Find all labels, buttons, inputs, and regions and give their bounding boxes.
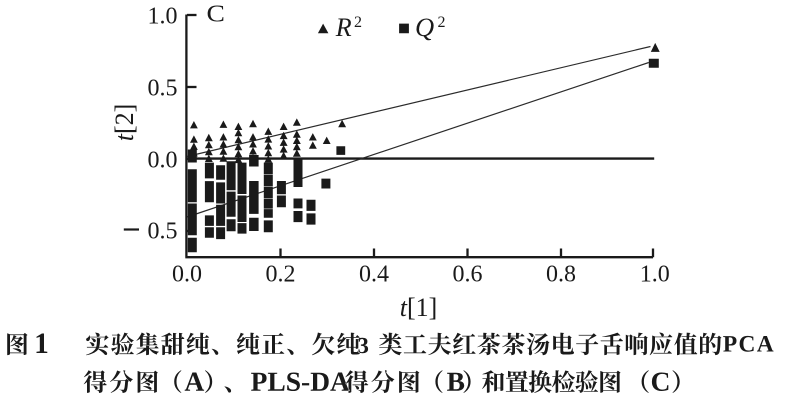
svg-text:t[1]: t[1] [400,293,438,322]
svg-text:C: C [207,0,225,27]
svg-text:t[2]: t[2] [110,104,139,142]
svg-text:0.4: 0.4 [359,262,389,288]
svg-text:1.0: 1.0 [148,3,178,29]
svg-text:Q: Q [415,12,434,42]
svg-text:0.0: 0.0 [148,147,178,173]
svg-text:2: 2 [354,14,362,31]
svg-text:0.2: 0.2 [266,262,296,288]
svg-text:0.5: 0.5 [148,75,178,101]
svg-text:0.0: 0.0 [172,262,202,288]
svg-text:0.6: 0.6 [453,262,483,288]
svg-text:2: 2 [438,14,446,31]
svg-text:0.8: 0.8 [546,262,576,288]
svg-text:R: R [335,13,352,42]
svg-text:1.0: 1.0 [640,262,670,288]
svg-text:0.5: 0.5 [148,218,178,244]
